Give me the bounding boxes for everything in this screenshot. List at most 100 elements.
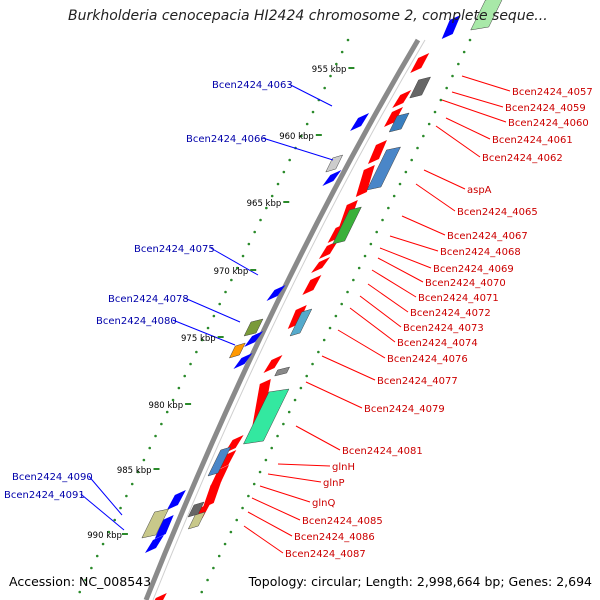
forward-gene-label: Bcen2424_4077 [377, 376, 458, 387]
forward-label-leader [435, 125, 481, 158]
gene-box [366, 146, 401, 191]
scale-ring-dot [136, 470, 140, 474]
forward-label-leader [451, 91, 504, 108]
gene-box [207, 446, 232, 477]
gene-labels: Bcen2424_4063 Bcen2424_4066 Bcen2424_4075 B… [4, 80, 593, 560]
scale-ring-dot [224, 290, 227, 294]
outer-ring-dot [340, 302, 343, 306]
reverse-label-leader [172, 319, 236, 346]
forward-gene-arrow [202, 480, 222, 508]
scale-ring-dot [165, 410, 169, 414]
reverse-label-leader [184, 297, 241, 323]
forward-gene-label: Bcen2424_4065 [457, 207, 538, 218]
scale-ring-dot [84, 578, 87, 582]
gene-box [243, 388, 290, 445]
forward-gene-label: glnQ [312, 498, 335, 509]
scale-ring-dot [230, 278, 233, 282]
scale-ring-dot [78, 590, 82, 594]
forward-gene-arrow [318, 241, 338, 259]
backbone-highlight [152, 39, 426, 600]
outer-ring-dot [381, 218, 384, 222]
forward-label-leader [305, 381, 363, 409]
forward-label-leader [251, 497, 301, 521]
forward-gene-arrow [263, 355, 283, 373]
scale-ring-dot [195, 350, 198, 354]
forward-gene-arrow [367, 140, 387, 164]
scale-ring-dot [346, 38, 350, 42]
scale-ring-dot [130, 482, 134, 486]
outer-ring-dot [241, 506, 244, 510]
reverse-gene-arrow [322, 170, 342, 186]
scale-label: 990 kbp [87, 531, 122, 541]
forward-gene-label: Bcen2424_4069 [433, 264, 514, 275]
scale-ring-dot [241, 254, 245, 258]
outer-ring-dot [369, 242, 373, 246]
forward-gene-label: Bcen2424_4062 [482, 153, 563, 164]
reverse-gene-arrow [145, 535, 164, 553]
scale-ring-dot [206, 326, 210, 330]
scale-ring-dot [340, 50, 344, 54]
forward-gene-label: Bcen2424_4085 [302, 516, 383, 527]
outer-ring-dot [311, 362, 314, 366]
scale-ring-dot [113, 518, 117, 522]
outer-ring-dot [322, 338, 326, 342]
scale-ring-dot [270, 194, 274, 198]
forward-label-leader [377, 257, 424, 283]
forward-gene-label: Bcen2424_4079 [364, 404, 445, 415]
forward-gene-arrow [355, 165, 375, 197]
scale-label: 970 kbp [214, 267, 249, 277]
scale-ring-dot [200, 338, 204, 342]
outer-ring-dot [352, 278, 355, 282]
outer-ring-dot [223, 542, 227, 546]
scale-label: 960 kbp [279, 132, 314, 142]
gene-box [228, 342, 246, 359]
outer-ring-dot [468, 38, 472, 42]
forward-gene-arrow [311, 257, 331, 273]
gene-box [243, 318, 264, 337]
outer-ring-dot [276, 434, 279, 438]
forward-gene-label: Bcen2424_4071 [418, 293, 499, 304]
scale-ring-dot [171, 398, 175, 402]
outer-ring-dot [439, 98, 443, 102]
gene-box [289, 308, 313, 337]
forward-label-leader [277, 463, 331, 467]
scale-ring-dot [300, 134, 303, 138]
forward-gene-label: Bcen2424_4076 [387, 354, 468, 365]
forward-label-leader [259, 485, 311, 503]
scale-labels: 955 kbp 960 kbp 965 kbp 970 kbp 975 kbp 980 k… [87, 65, 355, 541]
outer-ring-dot [235, 518, 239, 522]
outer-ring-dot [422, 134, 425, 138]
forward-gene-label: Bcen2424_4067 [447, 231, 528, 242]
outer-ring-dot [206, 578, 209, 582]
scale-ring-dot [90, 566, 93, 570]
scale-ring-dot [311, 110, 315, 114]
scale-label: 980 kbp [148, 401, 183, 411]
scale-ring-dot [107, 530, 111, 534]
forward-gene-label: Bcen2424_4072 [410, 308, 491, 319]
outer-ring-dot [229, 530, 233, 534]
forward-gene-label: Bcen2424_4057 [512, 87, 593, 98]
scale-ring-dot [142, 458, 146, 462]
reverse-gene-arrow [233, 353, 253, 369]
outer-ring-dot [293, 398, 297, 402]
forward-gene-label: aspA [467, 185, 492, 196]
forward-gene-label: Bcen2424_4086 [294, 532, 375, 543]
genome-summary-text: Topology: circular; Length: 2,998,664 bp… [248, 574, 592, 589]
outer-ring-dot [287, 410, 291, 414]
forward-label-leader [367, 283, 409, 313]
forward-gene-arrow [392, 90, 412, 108]
forward-label-leader [247, 511, 293, 537]
outer-ring-dot [299, 386, 303, 390]
scale-ring-dot [101, 542, 105, 546]
outer-ring-dot [363, 254, 367, 258]
forward-gene-arrow [210, 465, 230, 487]
scale-ring-dot [235, 266, 239, 270]
forward-gene-label: Bcen2424_4068 [440, 247, 521, 258]
genome-backbone [143, 38, 421, 600]
outer-ring-dot [247, 494, 250, 498]
reverse-gene-label: Bcen2424_4066 [186, 134, 267, 145]
scale-ring-dot [177, 386, 181, 390]
outer-ring-dot [462, 50, 466, 54]
accession-text: Accession: NC_008543 [9, 574, 152, 589]
